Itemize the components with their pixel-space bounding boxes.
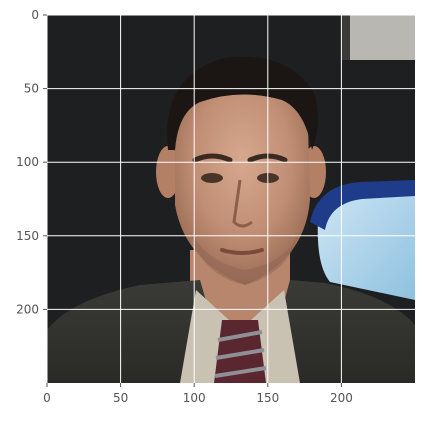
grid — [46, 14, 415, 383]
portrait-photo — [47, 15, 415, 383]
y-tick-label: 200 — [16, 302, 39, 316]
left-ear — [156, 146, 180, 198]
x-tick-label: 100 — [183, 391, 206, 405]
window-frame — [310, 180, 415, 230]
y-tick-label: 50 — [24, 82, 39, 96]
left-eye — [201, 173, 223, 183]
car-window — [317, 190, 415, 300]
x-tick-label: 150 — [256, 391, 279, 405]
y-tick-label: 100 — [16, 155, 39, 169]
jacket-right — [262, 280, 415, 383]
y-tick-label: 150 — [16, 229, 39, 243]
y-axis: 0 50 100 150 200 — [16, 8, 47, 316]
x-tick-label: 200 — [330, 391, 353, 405]
face — [175, 78, 310, 285]
background-panel — [348, 15, 415, 60]
x-tick-label: 50 — [113, 391, 128, 405]
x-tick-label: 0 — [43, 391, 51, 405]
y-tick-label: 0 — [31, 8, 39, 22]
tie — [214, 320, 266, 383]
hair — [167, 56, 318, 151]
x-axis: 0 50 100 150 200 — [43, 383, 353, 405]
jacket-left — [47, 280, 230, 383]
